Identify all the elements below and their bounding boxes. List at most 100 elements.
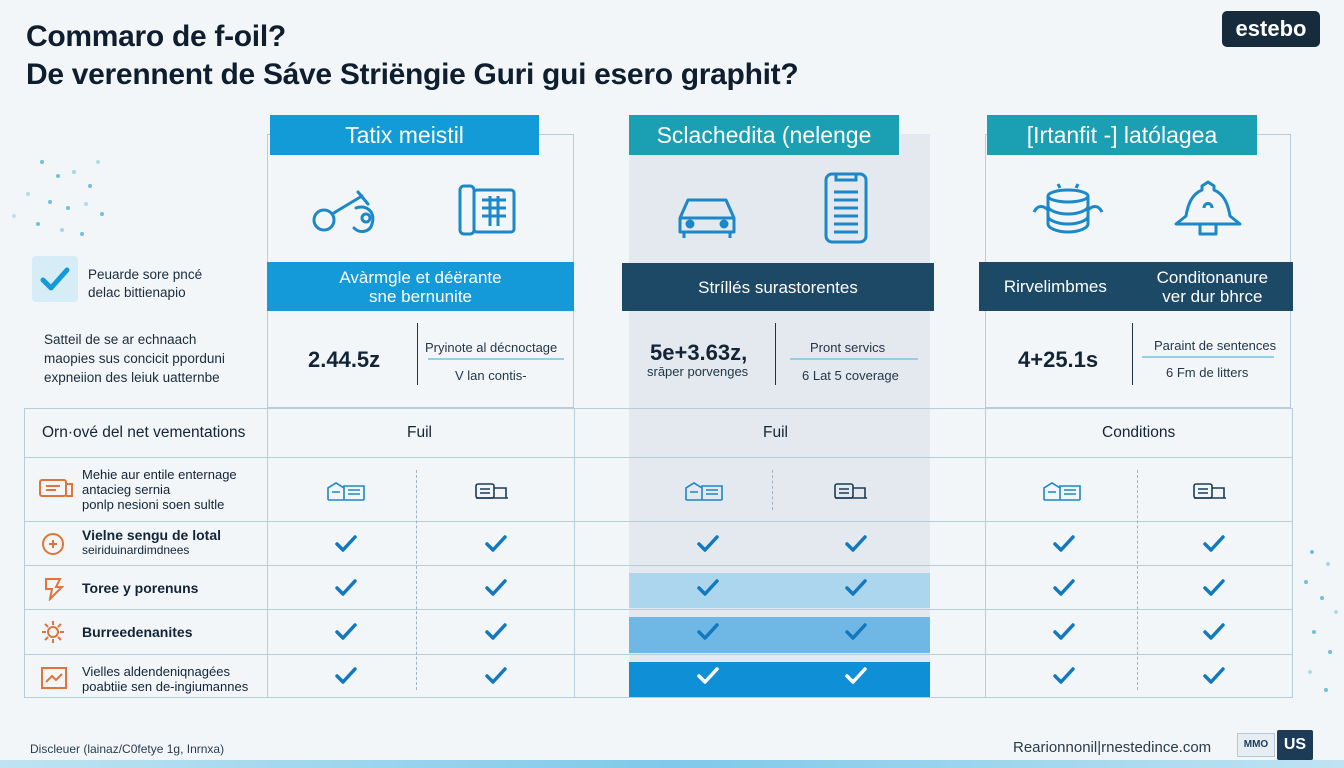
- inner-divider: [416, 470, 417, 690]
- checkmark-icon: [845, 622, 867, 647]
- vehicle-icon: [831, 480, 869, 507]
- footer-url[interactable]: Rearionnonil|rnestedince.com: [1013, 739, 1212, 756]
- checkmark-icon: [1053, 666, 1075, 691]
- footer-mini-badge: MMO: [1237, 733, 1275, 757]
- row-4-line1: Burreedenanites: [82, 624, 193, 640]
- row-1-line1: Mehie aur entile enternage: [82, 467, 237, 482]
- checkmark-icon: [485, 622, 507, 647]
- check-label-line1: Peuarde sore pncé: [88, 267, 203, 282]
- footer-us-badge: US: [1277, 730, 1313, 760]
- table-divider: [24, 565, 1293, 566]
- column-3-band-left: Rirvelimbmes: [1003, 277, 1107, 296]
- column-3-side-line2: 6 Fm de litters: [1166, 365, 1249, 380]
- checkmark-icon: [845, 534, 867, 559]
- table-row-2-label: Vielne sengu de lotal seiriduinardimdnee…: [82, 528, 221, 558]
- check-label: Peuarde sore pncé delac bittienapio: [88, 266, 202, 302]
- checkmark-icon: [1053, 578, 1075, 603]
- inner-divider: [772, 470, 773, 510]
- highlight-row-5: [629, 662, 930, 698]
- checkmark-icon: [697, 666, 719, 691]
- comparison-table: [24, 408, 1293, 698]
- checkmark-icon: [335, 622, 357, 647]
- checkmark-icon: [335, 666, 357, 691]
- vehicle-icon: [1190, 480, 1228, 507]
- column-2-band-line1: Stríllés surastorentes: [698, 277, 858, 297]
- table-row-1-label: Mehie aur entile enternage antacieg sern…: [82, 467, 237, 512]
- wrench-key-icon: [310, 182, 382, 243]
- left-desc-line1: Satteil de se ar echnaach: [44, 332, 197, 347]
- checkmark-icon: [845, 666, 867, 691]
- left-desc-line2: maopies sus concicit pporduni: [44, 351, 225, 366]
- highlight-row-3: [629, 573, 930, 608]
- gear-icon: [40, 619, 66, 650]
- checkmark-icon: [697, 622, 719, 647]
- page-title-line2: De verennent de Sáve Striëngie Guri gui …: [26, 58, 799, 91]
- column-3-band: Rirvelimbmes Conditonanure ver dur bhrce: [979, 262, 1293, 311]
- table-divider: [24, 457, 1293, 458]
- checkmark-icon: [1053, 534, 1075, 559]
- checkmark-icon: [335, 534, 357, 559]
- column-3-side-line1: Paraint de sentences: [1154, 338, 1277, 353]
- bell-icon: [1172, 176, 1244, 245]
- checkmark-icon: [845, 578, 867, 603]
- building-icon: [1042, 480, 1082, 507]
- chart-icon: [40, 666, 68, 695]
- table-header-col2: Fuil: [763, 424, 788, 441]
- row-5-line2: poabtiie sen de-ingiumannes: [82, 679, 249, 694]
- checkmark-icon: [1053, 622, 1075, 647]
- compass-icon: [40, 531, 66, 562]
- column-1-header: Tatix meistil: [270, 115, 539, 155]
- document-icon: [822, 170, 870, 251]
- column-2-side-line1: Pront servics: [810, 340, 886, 355]
- vehicle-icon: [472, 480, 510, 507]
- column-1-side-line2: V lan contis-: [455, 368, 527, 383]
- table-row-4-label: Burreedenanites: [82, 625, 192, 640]
- column-2-value-sub: srāper porvenges: [647, 364, 749, 379]
- table-divider: [574, 408, 575, 698]
- monitor-icon: [38, 476, 74, 507]
- row-2-line1: Vielne sengu de lotal: [82, 527, 222, 543]
- column-2-value: 5e+3.63z,: [650, 340, 748, 365]
- column-2-divider: [775, 323, 776, 385]
- table-header-col3: Conditions: [1102, 424, 1176, 441]
- column-2-side-line2: 6 Lat 5 coverage: [802, 368, 899, 383]
- checkmark-icon: [1203, 534, 1225, 559]
- table-row-3-label: Toree y porenuns: [82, 581, 198, 596]
- column-1-side-line1: Pryinote al décnoctage: [425, 340, 558, 355]
- column-3-value: 4+25.1s: [1018, 347, 1099, 372]
- checkmark-icon: [1203, 578, 1225, 603]
- column-3-band-right: Conditonanure ver dur bhrce: [1157, 268, 1269, 306]
- column-3-underline: [1142, 356, 1274, 358]
- footer-disclaimer: Discleuer (lainaz/C0fetye 1g, Inrnxa): [30, 742, 225, 756]
- brand-logo: estebo: [1222, 11, 1320, 47]
- checkmark-icon: [485, 534, 507, 559]
- checkmark-icon: [1203, 666, 1225, 691]
- row-1-line3: ponlp nesioni soen sultle: [82, 497, 225, 512]
- left-description: Satteil de se ar echnaach maopies sus co…: [44, 330, 225, 387]
- column-3-band-right-line1: Conditonanure: [1156, 267, 1269, 287]
- checkmark-icon: [697, 534, 719, 559]
- column-1-underline: [428, 358, 564, 360]
- checkmark-icon: [40, 267, 70, 291]
- column-1-band: Avàrmgle et déërante sne bernunite: [267, 262, 574, 311]
- column-1-band-line2: sne bernunite: [368, 286, 473, 306]
- checkmark-icon: [485, 578, 507, 603]
- column-3-divider: [1132, 323, 1133, 385]
- table-divider: [24, 521, 1293, 522]
- column-3-band-right-line2: ver dur bhrce: [1162, 286, 1263, 306]
- document-phone-icon: [456, 182, 520, 243]
- car-icon: [674, 188, 740, 245]
- table-divider: [24, 609, 1293, 610]
- column-2-header: Sclachedita (nelenge: [629, 115, 899, 155]
- table-divider: [985, 408, 986, 698]
- left-desc-line3: expneiion des leiuk uatternbe: [44, 370, 220, 385]
- highlight-row-4: [629, 617, 930, 653]
- table-divider: [24, 654, 1293, 655]
- table-divider: [267, 408, 268, 698]
- column-1-band-line1: Avàrmgle et déërante: [339, 267, 502, 287]
- column-1-divider: [417, 323, 418, 385]
- check-badge: [32, 256, 78, 302]
- check-label-line2: delac bittienapio: [88, 285, 186, 300]
- column-3-header: [Irtanfit -] latólagea: [987, 115, 1257, 155]
- column-2-underline: [790, 358, 918, 360]
